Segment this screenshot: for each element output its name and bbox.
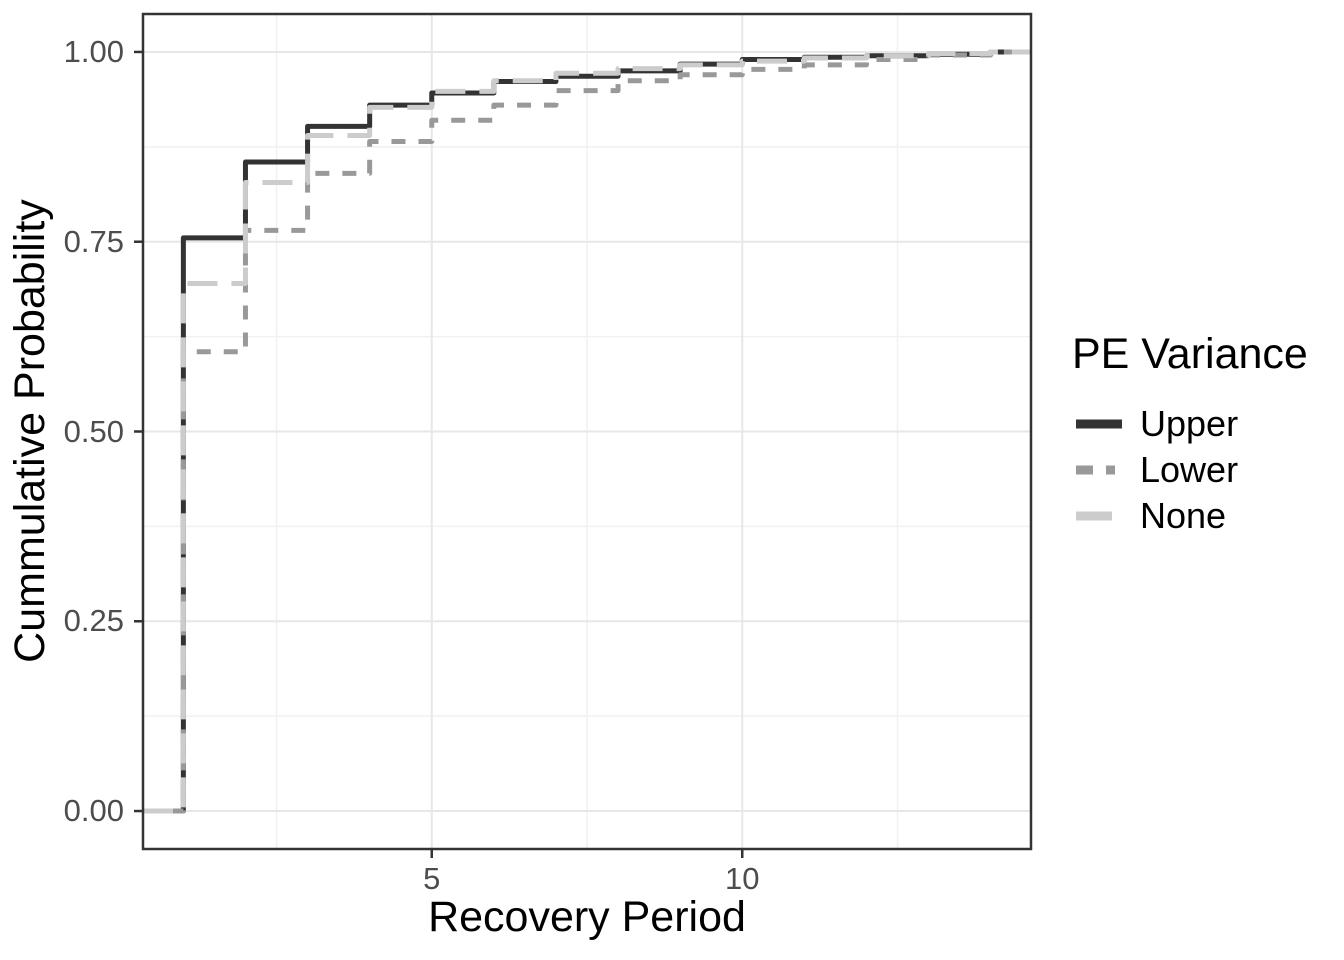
legend-item-lower: Lower (1076, 447, 1344, 493)
x-axis-title: Recovery Period (428, 893, 746, 941)
legend-label-lower: Lower (1140, 449, 1239, 490)
none-line-key-icon (1076, 511, 1122, 521)
y-tick-label-0.25: 0.25 (63, 603, 124, 639)
x-tick-label-10: 10 (724, 861, 760, 896)
legend-title: PE Variance (1072, 330, 1308, 378)
lower-line-key-icon (1076, 465, 1122, 475)
legend-item-none: None (1076, 493, 1344, 539)
y-tick-label-0.50: 0.50 (63, 413, 124, 449)
y-tick-label-1.00: 1.00 (63, 33, 124, 69)
y-tick-label-0.75: 0.75 (63, 223, 124, 259)
legend-label-none: None (1140, 495, 1227, 536)
upper-line-key-icon (1076, 419, 1122, 429)
legend-label-upper: Upper (1140, 403, 1239, 444)
legend-item-upper: Upper (1076, 401, 1344, 447)
series-line-upper (143, 49, 1031, 814)
series-line-lower (143, 49, 1031, 814)
legend: PE Variance Upper Lower None (1062, 330, 1344, 539)
y-tick-label-0.00: 0.00 (63, 793, 124, 829)
y-axis-title: Cummulative Probability (6, 199, 54, 663)
x-tick-label-5: 5 (423, 861, 441, 896)
